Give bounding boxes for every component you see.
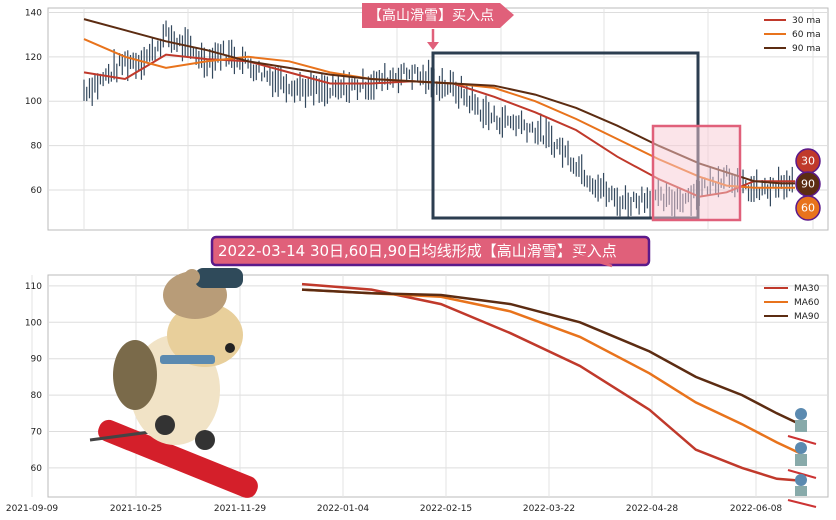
bottom-ytick-80: 80 [31, 391, 43, 401]
legend-label-ma30: MA30 [794, 284, 820, 294]
bottom-line-ma30 [301, 282, 801, 482]
bottom-legend: MA30 MA60 MA90 [764, 284, 820, 322]
legend-label-60ma: 60 ma [792, 30, 821, 40]
badge-60 [795, 195, 821, 221]
bottom-xtick-2: 2021-11-29 [214, 504, 267, 514]
mini-skier-icons [787, 408, 817, 508]
bottom-line-ma90 [301, 288, 801, 426]
bottom-xtick-1: 2021-10-25 [110, 504, 162, 514]
badge-30-label: 30 [801, 155, 815, 168]
bottom-xtick-3: 2022-01-04 [317, 504, 370, 514]
bottom-xtick-5: 2022-03-22 [523, 504, 575, 514]
bottom-xtick-6: 2022-04-28 [626, 504, 679, 514]
callout-text: 2022-03-14 30日,60日,90日均线形成【高山滑雪】买入点 [218, 242, 617, 260]
top-banner-text: 【高山滑雪】买入点 [368, 7, 494, 24]
buy-signal-callout: 2022-03-14 30日,60日,90日均线形成【高山滑雪】买入点 [210, 235, 651, 268]
bottom-ytick-110: 110 [25, 282, 42, 292]
top-legend: 30 ma 60 ma 90 ma [764, 16, 821, 54]
top-ytick-120: 120 [25, 53, 42, 63]
entry-highlight-box [651, 124, 742, 222]
legend-label-30ma: 30 ma [792, 16, 821, 26]
legend-label-90ma: 90 ma [792, 44, 821, 54]
badge-60-label: 60 [801, 202, 815, 215]
bottom-ytick-70: 70 [31, 427, 43, 437]
top-y-ticks: 60 80 100 120 140 [25, 8, 42, 196]
top-ytick-80: 80 [31, 142, 43, 152]
bottom-x-ticks: 2021-09-09 2021-10-25 2021-11-29 2022-01-04… [6, 504, 783, 514]
legend-label-ma60: MA60 [794, 298, 820, 308]
top-ytick-140: 140 [25, 8, 42, 18]
bottom-ma-lines [301, 282, 801, 482]
bottom-xtick-4: 2022-02-15 [420, 504, 472, 514]
legend-label-ma90: MA90 [794, 312, 820, 322]
bottom-y-ticks: 60 70 80 90 100 110 [25, 282, 42, 474]
top-ytick-60: 60 [31, 186, 43, 196]
bottom-ytick-90: 90 [31, 355, 43, 365]
bottom-xtick-0: 2021-09-09 [6, 504, 59, 514]
top-ytick-100: 100 [25, 97, 42, 107]
ma-badges: 30 90 60 [795, 148, 821, 221]
bottom-ytick-60: 60 [31, 464, 43, 474]
bottom-ytick-100: 100 [25, 318, 42, 328]
bottom-xtick-7: 2022-06-08 [730, 504, 783, 514]
top-banner: 【高山滑雪】买入点 [362, 3, 514, 50]
badge-90-label: 90 [801, 178, 815, 191]
skiing-dog-illustration [89, 268, 258, 498]
